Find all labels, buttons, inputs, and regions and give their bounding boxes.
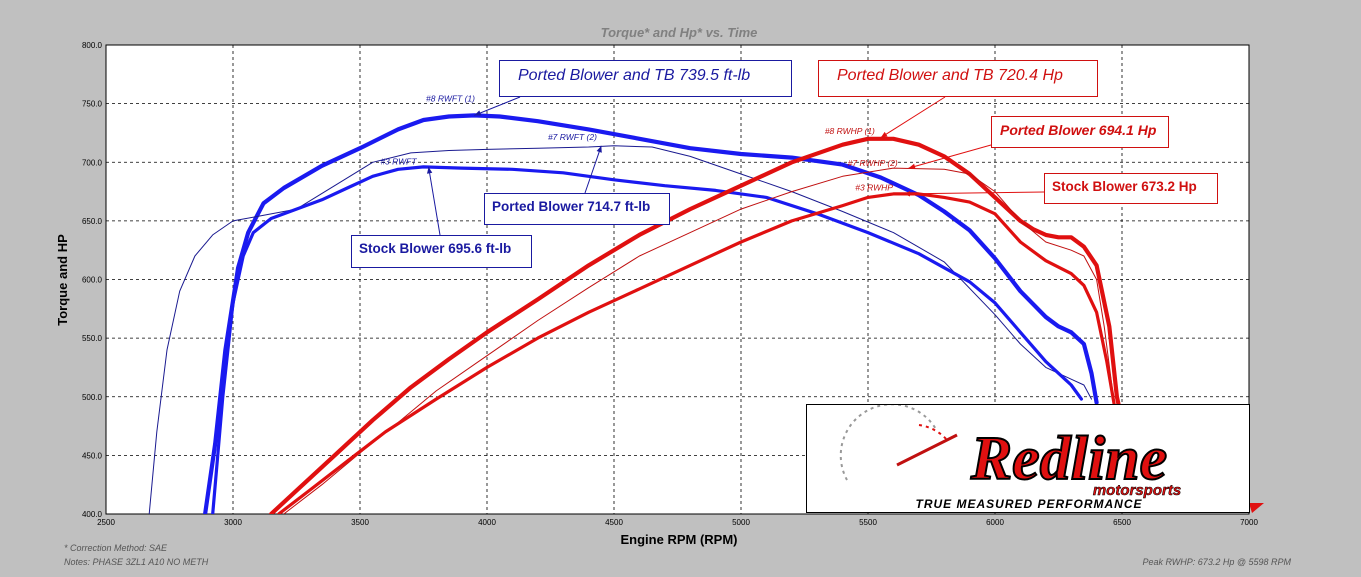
series-tags: #8 RWFT (1) #7 RWFT (2) #3 RWFT #8 RWHP (1)… xyxy=(380,93,898,192)
notes-text: Notes: PHASE 3ZL1 A10 NO METH xyxy=(64,557,209,567)
arrowhead-icon xyxy=(596,145,602,153)
x-tick-label: 5000 xyxy=(732,518,750,527)
y-tick-label: 600.0 xyxy=(82,276,103,285)
series-line-4 xyxy=(269,136,1125,514)
series-tag: #8 RWHP (1) xyxy=(825,126,875,136)
y-tick-label: 800.0 xyxy=(82,41,103,50)
x-tick-label: 2500 xyxy=(97,518,115,527)
annotation-tq-ported-tb: Ported Blower and TB 739.5 ft-lb xyxy=(499,60,792,97)
annotation-arrow xyxy=(908,144,992,169)
y-tick-label: 650.0 xyxy=(82,217,103,226)
series-line-3 xyxy=(211,165,1084,514)
arrowhead-icon xyxy=(880,131,888,138)
y-axis-label: Torque and HP xyxy=(55,234,70,326)
redline-logo-art: Redline motorsports TRUE MEASURED PERFOR… xyxy=(839,403,1181,511)
x-tick-label: 5500 xyxy=(859,518,877,527)
annotation-arrow xyxy=(428,166,441,236)
correction-note: * Correction Method: SAE xyxy=(64,543,168,553)
series-tag: #3 RWFT xyxy=(380,157,417,167)
x-tick-label: 4500 xyxy=(605,518,623,527)
series-tag: #3 RWHP xyxy=(855,182,893,192)
x-axis-label: Engine RPM (RPM) xyxy=(621,532,738,547)
tachometer-icon xyxy=(839,403,958,481)
annotation-arrow xyxy=(474,96,521,116)
series-line-1 xyxy=(203,113,1099,514)
x-tick-label: 6500 xyxy=(1113,518,1131,527)
annotation-tq-ported: Ported Blower 714.7 ft-lb xyxy=(484,193,670,225)
annotation-hp-stock: Stock Blower 673.2 Hp xyxy=(1044,173,1218,204)
y-tick-label: 550.0 xyxy=(82,334,103,343)
redline-logo: Redline motorsports TRUE MEASURED PERFOR… xyxy=(806,403,1250,513)
x-tick-label: 3000 xyxy=(224,518,242,527)
y-tick-label: 750.0 xyxy=(82,100,103,109)
y-tick-label: 500.0 xyxy=(82,393,103,402)
x-tick-label: 4000 xyxy=(478,518,496,527)
red-marker-icon xyxy=(1249,503,1264,513)
chart-title: Torque* and Hp* vs. Time xyxy=(601,25,758,40)
annotation-arrows xyxy=(427,96,1045,236)
series-tag: #7 RWFT (2) xyxy=(548,132,597,142)
peak-text: Peak RWHP: 673.2 Hp @ 5598 RPM xyxy=(1142,557,1291,567)
series-line-5 xyxy=(283,167,1113,514)
logo-subtitle: motorsports xyxy=(1093,482,1181,499)
x-tick-label: 3500 xyxy=(351,518,369,527)
series-lines xyxy=(148,113,1125,514)
series-tag: #7 RWHP (2) xyxy=(848,158,898,168)
annotation-tq-stock: Stock Blower 695.6 ft-lb xyxy=(351,235,532,268)
annotation-hp-ported: Ported Blower 694.1 Hp xyxy=(991,116,1169,148)
annotation-arrow xyxy=(880,96,946,139)
annotation-arrow xyxy=(584,145,602,194)
logo-wordmark: Redline xyxy=(970,425,1167,493)
annotation-arrow xyxy=(903,191,1045,195)
series-line-6 xyxy=(277,192,1119,514)
y-tick-label: 450.0 xyxy=(82,451,103,460)
x-tick-label: 6000 xyxy=(986,518,1004,527)
arrowhead-icon xyxy=(908,163,916,169)
annotation-hp-ported-tb: Ported Blower and TB 720.4 Hp xyxy=(818,60,1098,97)
arrowhead-icon xyxy=(427,166,433,174)
arrowhead-icon xyxy=(903,191,910,197)
x-tick-label: 7000 xyxy=(1240,518,1258,527)
logo-tagline: TRUE MEASURED PERFORMANCE xyxy=(915,497,1142,511)
y-tick-label: 400.0 xyxy=(82,510,103,519)
y-tick-label: 700.0 xyxy=(82,158,103,167)
arrowhead-icon xyxy=(474,110,482,116)
series-tag: #8 RWFT (1) xyxy=(426,93,475,103)
tick-labels: 2500 3000 3500 4000 4500 5000 5500 6000 6500 7000… xyxy=(82,41,1258,527)
series-line-2 xyxy=(148,145,1092,514)
